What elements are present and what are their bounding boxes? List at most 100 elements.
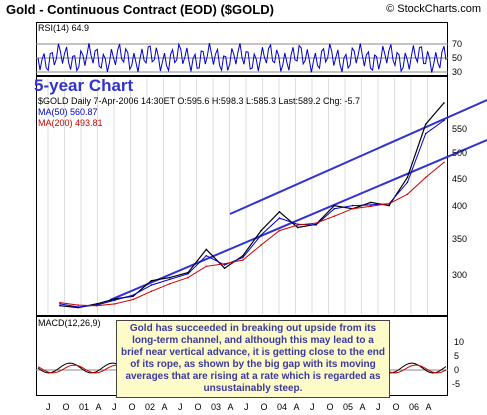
price-line-point	[333, 204, 336, 207]
x-tick-label: J	[244, 402, 249, 412]
ma200-line-point	[205, 265, 208, 268]
ma200-line-point	[168, 283, 171, 285]
ma50-line-point	[150, 284, 153, 286]
price-line-point	[168, 276, 171, 279]
price-tick: 450	[452, 174, 468, 184]
price-header: $GOLD Daily 7-Apr-2006 14:30ET O:595.6 H…	[38, 96, 361, 106]
x-tick-label: A	[293, 402, 300, 412]
price-line-point	[424, 123, 427, 125]
price-panel	[36, 76, 448, 316]
ma200-line-point	[351, 207, 354, 210]
x-tick-label: J	[310, 402, 315, 412]
ma50-line-point	[370, 204, 372, 206]
x-tick-label: A	[161, 402, 168, 412]
ma200-line-point	[95, 304, 98, 307]
ma50-line-point	[351, 204, 354, 207]
macd-tick: 10	[454, 337, 465, 347]
macd-tick: 0	[454, 365, 460, 375]
ma200-line-point	[406, 193, 409, 196]
x-tick-label: O	[326, 402, 334, 412]
ma200-line-point	[77, 304, 80, 306]
ma50-line-point	[242, 256, 244, 259]
price-tick: 350	[452, 234, 468, 244]
rsi-tick: 30	[452, 67, 463, 77]
x-tick-label: 02	[145, 402, 156, 412]
ma200-line-point	[388, 202, 390, 205]
x-tick-label: J	[178, 402, 183, 412]
price-tick: 550	[452, 124, 468, 134]
ma200-line	[59, 162, 445, 307]
ma50-line-point	[315, 224, 317, 226]
ma50-line-point	[77, 306, 80, 308]
rsi-label: RSI(14) 64.9	[38, 23, 90, 33]
x-tick-label: A	[359, 402, 366, 412]
rsi-graph	[36, 42, 448, 73]
ma200-line-point	[59, 301, 61, 304]
x-tick-label: 01	[79, 402, 90, 412]
ma200-line-point	[260, 244, 262, 246]
ma50-line-point	[260, 234, 262, 236]
price-line-point	[150, 279, 153, 282]
price-line-point	[443, 102, 445, 104]
ma200-line-point	[370, 205, 372, 207]
ma50-line-point	[168, 278, 171, 281]
ma50-line-point	[424, 132, 427, 135]
ma50-line-point	[443, 119, 445, 122]
ma200-line-point	[132, 298, 134, 301]
x-tick-label: O	[194, 402, 202, 412]
x-tick-label: O	[392, 402, 400, 412]
rsi-line	[37, 42, 447, 73]
price-line-point	[260, 229, 262, 232]
ma50-line-point	[406, 181, 409, 184]
ma50-line-point	[333, 207, 336, 210]
chart-title: Gold - Continuous Contract (EOD) ($GOLD)	[6, 2, 274, 17]
macd-tick: -5	[452, 379, 461, 389]
five-year-label: 5-year Chart	[34, 76, 134, 95]
lower-channel-line	[109, 139, 487, 301]
ma200-line-point	[150, 290, 153, 293]
price-line-point	[223, 267, 226, 270]
price-tick: 400	[452, 201, 468, 211]
ma200-line-point	[114, 303, 116, 305]
x-tick-label: J	[46, 402, 51, 412]
ma200-line-point	[187, 276, 189, 279]
x-tick-label: 06	[409, 402, 420, 412]
ma200-line-point	[333, 215, 336, 217]
brand-text: © StockCharts.com	[386, 3, 481, 15]
ma50-line-point	[132, 294, 134, 296]
rsi-tick: 70	[452, 39, 463, 49]
ma50-label: MA(50) 560.87	[38, 107, 98, 117]
ma200-line-point	[278, 229, 281, 232]
x-tick-label: A	[425, 402, 432, 412]
ma50-line-point	[187, 273, 189, 275]
price-line-point	[406, 176, 409, 179]
rsi-tick: 50	[452, 53, 463, 63]
price-line-point	[388, 204, 390, 207]
ma50-line-point	[59, 303, 61, 305]
ma200-line-point	[443, 161, 445, 164]
price-line-point	[242, 254, 244, 257]
x-tick-label: 03	[211, 402, 222, 412]
price-tick: 300	[452, 270, 468, 280]
ma50-line	[59, 119, 445, 308]
x-tick-label: O	[128, 402, 136, 412]
x-tick-label: A	[95, 402, 102, 412]
x-tick-label: 04	[277, 402, 288, 412]
price-line-point	[278, 211, 281, 213]
price-line-point	[114, 298, 116, 300]
ma50-line-point	[114, 299, 116, 301]
x-tick-label: J	[112, 402, 117, 412]
ma50-line-point	[278, 217, 281, 219]
price-line-point	[205, 248, 208, 251]
x-tick-label: 05	[343, 402, 354, 412]
ma200-line-point	[424, 176, 427, 179]
price-line-point	[296, 226, 299, 229]
ma200-line-point	[242, 259, 244, 261]
price-line-point	[59, 304, 61, 307]
price-line-point	[95, 303, 98, 305]
x-tick-label: A	[227, 402, 234, 412]
x-tick-label: O	[260, 402, 268, 412]
macd-tick: 5	[454, 351, 460, 361]
price-line-point	[132, 295, 134, 298]
